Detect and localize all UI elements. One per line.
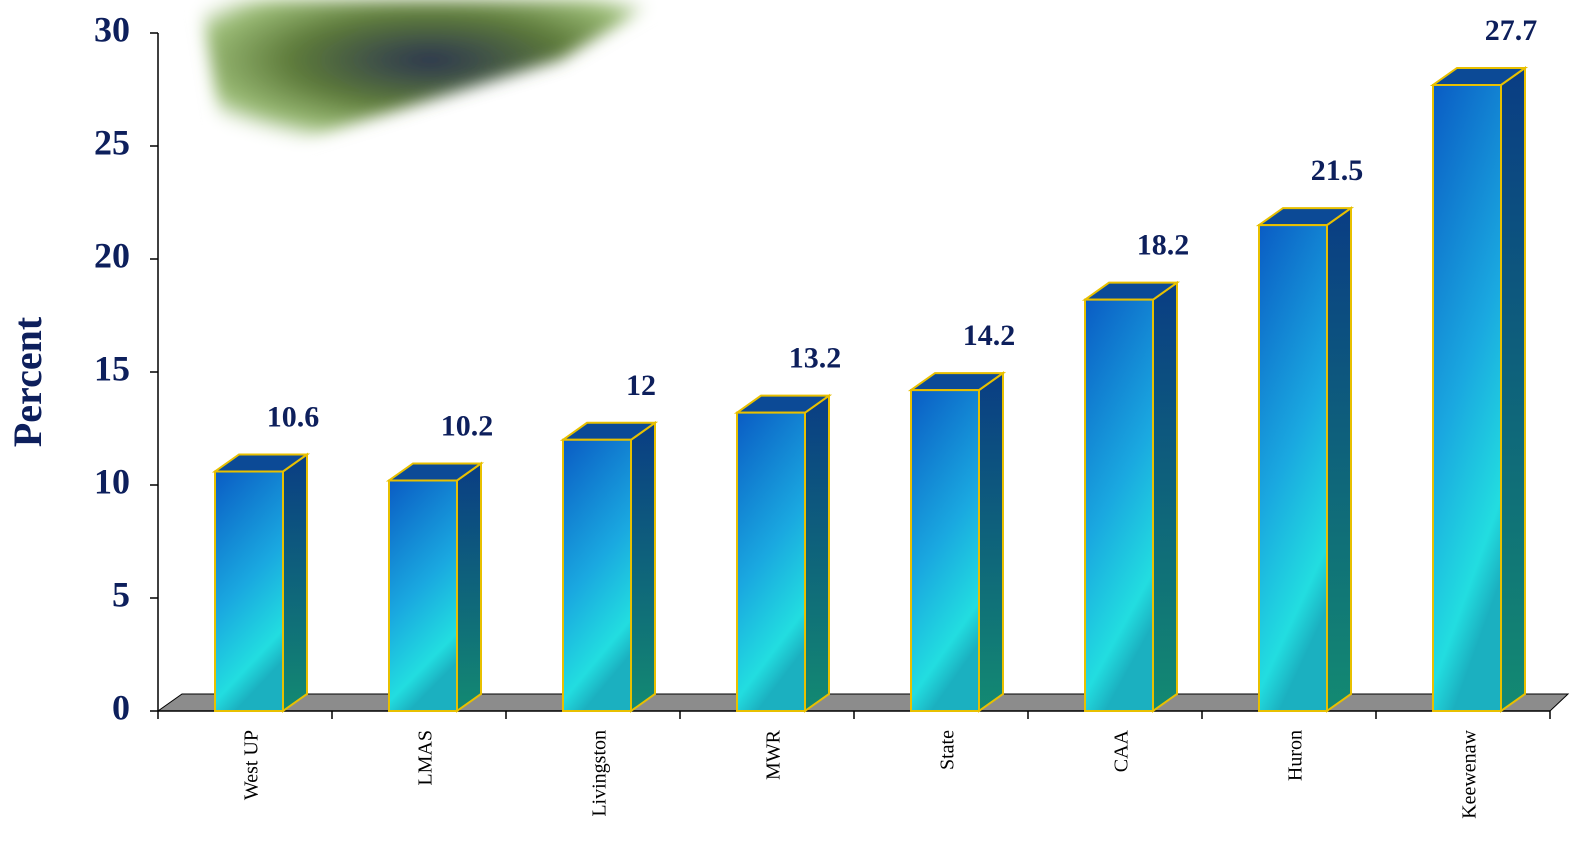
x-tick-label: West UP bbox=[241, 730, 263, 800]
y-tick-label: 20 bbox=[94, 235, 130, 275]
x-tick-label: LMAS bbox=[415, 730, 437, 786]
photo bbox=[200, 0, 660, 150]
bar-front bbox=[1432, 83, 1502, 712]
bar bbox=[559, 420, 659, 713]
bar-front bbox=[910, 389, 980, 712]
x-tick-label: Keewenaw bbox=[1459, 729, 1481, 818]
bar bbox=[733, 393, 833, 713]
bar-front bbox=[1258, 224, 1328, 712]
bar-side bbox=[1152, 280, 1178, 713]
bar-side bbox=[1326, 206, 1352, 713]
value-label: 12 bbox=[626, 369, 656, 402]
y-tick-label: 15 bbox=[94, 348, 130, 388]
floor bbox=[156, 693, 1570, 712]
value-label: 10.2 bbox=[441, 409, 494, 442]
value-label: 14.2 bbox=[963, 319, 1016, 352]
x-tick-label: MWR bbox=[763, 729, 785, 780]
y-tick-label: 25 bbox=[94, 122, 130, 162]
bar-front bbox=[736, 411, 806, 712]
bar bbox=[1429, 66, 1529, 713]
y-tick-label: 30 bbox=[94, 9, 130, 49]
y-tick-label: 0 bbox=[112, 687, 130, 727]
bar-front bbox=[1084, 298, 1154, 712]
value-label: 18.2 bbox=[1137, 229, 1190, 262]
bar-front bbox=[562, 438, 632, 712]
bar-side bbox=[630, 420, 656, 713]
bar-side bbox=[804, 393, 830, 713]
y-tick-label: 5 bbox=[112, 574, 130, 614]
bar-side bbox=[282, 452, 308, 713]
y-tick-label: 10 bbox=[94, 461, 130, 501]
bar bbox=[1255, 206, 1355, 713]
bar bbox=[211, 452, 311, 713]
bar bbox=[1081, 280, 1181, 713]
y-axis-title: Percent bbox=[5, 316, 50, 447]
bar-side bbox=[456, 461, 482, 713]
bar-side bbox=[1500, 66, 1526, 713]
bar-front bbox=[214, 470, 284, 712]
bar-side bbox=[978, 371, 1004, 713]
x-tick-label: CAA bbox=[1111, 729, 1133, 772]
value-label: 21.5 bbox=[1311, 154, 1364, 187]
value-label: 13.2 bbox=[789, 342, 842, 375]
x-tick-label: Livingston bbox=[589, 730, 611, 817]
bar bbox=[907, 371, 1007, 713]
bar-front bbox=[388, 479, 458, 712]
bar bbox=[385, 461, 485, 713]
x-tick-label: Huron bbox=[1285, 730, 1307, 781]
value-label: 27.7 bbox=[1485, 14, 1538, 47]
x-tick-label: State bbox=[937, 730, 959, 770]
value-label: 10.6 bbox=[267, 400, 320, 433]
